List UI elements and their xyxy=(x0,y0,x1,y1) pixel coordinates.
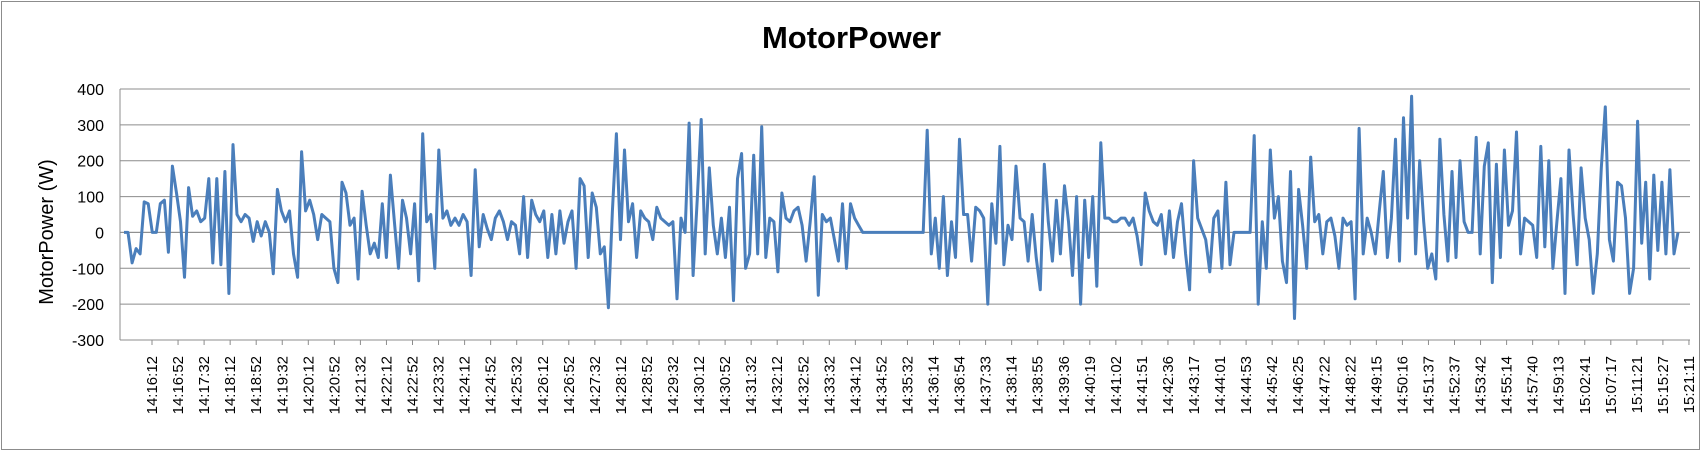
x-tick-label: 14:26:12 xyxy=(535,356,552,414)
x-tick-label: 14:21:32 xyxy=(352,356,369,414)
x-tick-labels: 14:16:12 14:16:52 14:17:32 14:18:12 14:18:52… xyxy=(144,340,1698,414)
x-tick-label: 14:55:14 xyxy=(1499,356,1516,414)
x-tick-label: 14:31:32 xyxy=(743,356,760,414)
x-tick-label: 14:38:55 xyxy=(1030,356,1047,414)
y-tick-label: -300 xyxy=(72,333,104,350)
x-tick-label: 14:32:52 xyxy=(795,356,812,414)
x-tick-label: 14:34:12 xyxy=(847,356,864,414)
x-tick-label: 14:48:22 xyxy=(1342,356,1359,414)
x-tick-label: 14:36:14 xyxy=(926,356,943,414)
x-tick-label: 14:38:14 xyxy=(1004,356,1021,414)
x-tick-label: 14:50:16 xyxy=(1394,356,1411,414)
y-tick-label: 200 xyxy=(77,154,104,171)
x-tick-label: 14:22:12 xyxy=(378,356,395,414)
x-tick-label: 14:45:42 xyxy=(1264,356,1281,414)
y-tick-label: 100 xyxy=(77,190,104,207)
x-tick-label: 15:15:27 xyxy=(1655,356,1672,414)
x-tick-label: 14:42:36 xyxy=(1160,356,1177,414)
x-tick-label: 14:41:51 xyxy=(1134,356,1151,414)
x-tick-label: 14:52:37 xyxy=(1447,356,1464,414)
x-tick-label: 14:17:32 xyxy=(196,356,213,414)
y-tick-label: 0 xyxy=(95,225,104,242)
x-tick-label: 14:57:40 xyxy=(1525,356,1542,414)
x-tick-label: 14:33:32 xyxy=(821,356,838,414)
x-tick-label: 14:32:12 xyxy=(769,356,786,414)
y-tick-label: 400 xyxy=(77,82,104,99)
series-line-0 xyxy=(124,94,1680,320)
x-tick-label: 14:41:02 xyxy=(1108,356,1125,414)
x-tick-label: 14:46:25 xyxy=(1290,356,1307,414)
x-tick-label: 14:24:12 xyxy=(457,356,474,414)
y-axis-label: MotorPower (W) xyxy=(36,159,58,305)
chart-title: MotorPower xyxy=(761,20,942,55)
x-tick-label: 14:34:52 xyxy=(873,356,890,414)
x-tick-label: 14:44:01 xyxy=(1212,356,1229,414)
x-tick-label: 14:29:32 xyxy=(665,356,682,414)
x-tick-label: 14:25:32 xyxy=(509,356,526,414)
x-tick-label: 14:16:52 xyxy=(170,356,187,414)
x-tick-label: 14:44:53 xyxy=(1238,356,1255,414)
x-tick-label: 14:51:37 xyxy=(1420,356,1437,414)
y-tick-labels: 400 300 200 100 0 -100 -200 -300 xyxy=(72,82,104,350)
x-tick-label: 14:23:32 xyxy=(431,356,448,414)
x-tick-label: 14:47:22 xyxy=(1316,356,1333,414)
y-tick-label: -200 xyxy=(72,297,104,314)
x-tick-label: 15:21:11 xyxy=(1681,356,1698,413)
x-tick-label: 14:40:19 xyxy=(1082,356,1099,414)
x-tick-label: 14:35:32 xyxy=(899,356,916,414)
x-tick-label: 14:28:52 xyxy=(639,356,656,414)
y-tick-label: -100 xyxy=(72,261,104,278)
x-tick-label: 14:24:52 xyxy=(483,356,500,414)
x-tick-label: 14:20:12 xyxy=(300,356,317,414)
x-tick-label: 14:18:12 xyxy=(222,356,239,414)
x-tick-label: 14:59:13 xyxy=(1551,356,1568,414)
x-tick-label: 15:02:41 xyxy=(1577,356,1594,414)
x-tick-label: 14:16:12 xyxy=(144,356,161,414)
plot-area xyxy=(124,94,1680,320)
x-tick-label: 14:30:52 xyxy=(717,356,734,414)
x-tick-label: 14:18:52 xyxy=(248,356,265,414)
x-tick-label: 14:53:42 xyxy=(1473,356,1490,414)
x-tick-label: 14:49:15 xyxy=(1368,356,1385,414)
x-tick-label: 14:30:12 xyxy=(691,356,708,414)
x-tick-label: 14:37:33 xyxy=(978,356,995,414)
x-tick-label: 15:07:17 xyxy=(1603,356,1620,414)
x-tick-label: 14:28:12 xyxy=(613,356,630,414)
x-tick-label: 14:27:32 xyxy=(587,356,604,414)
x-tick-label: 14:36:54 xyxy=(952,356,969,414)
y-tick-label: 300 xyxy=(77,118,104,135)
x-tick-label: 14:19:32 xyxy=(274,356,291,414)
x-tick-label: 14:20:52 xyxy=(326,356,343,414)
x-tick-label: 15:11:21 xyxy=(1629,356,1646,413)
x-tick-label: 14:22:52 xyxy=(405,356,422,414)
x-tick-label: 14:39:36 xyxy=(1056,356,1073,414)
x-tick-label: 14:26:52 xyxy=(561,356,578,414)
x-tick-label: 14:43:17 xyxy=(1186,356,1203,414)
